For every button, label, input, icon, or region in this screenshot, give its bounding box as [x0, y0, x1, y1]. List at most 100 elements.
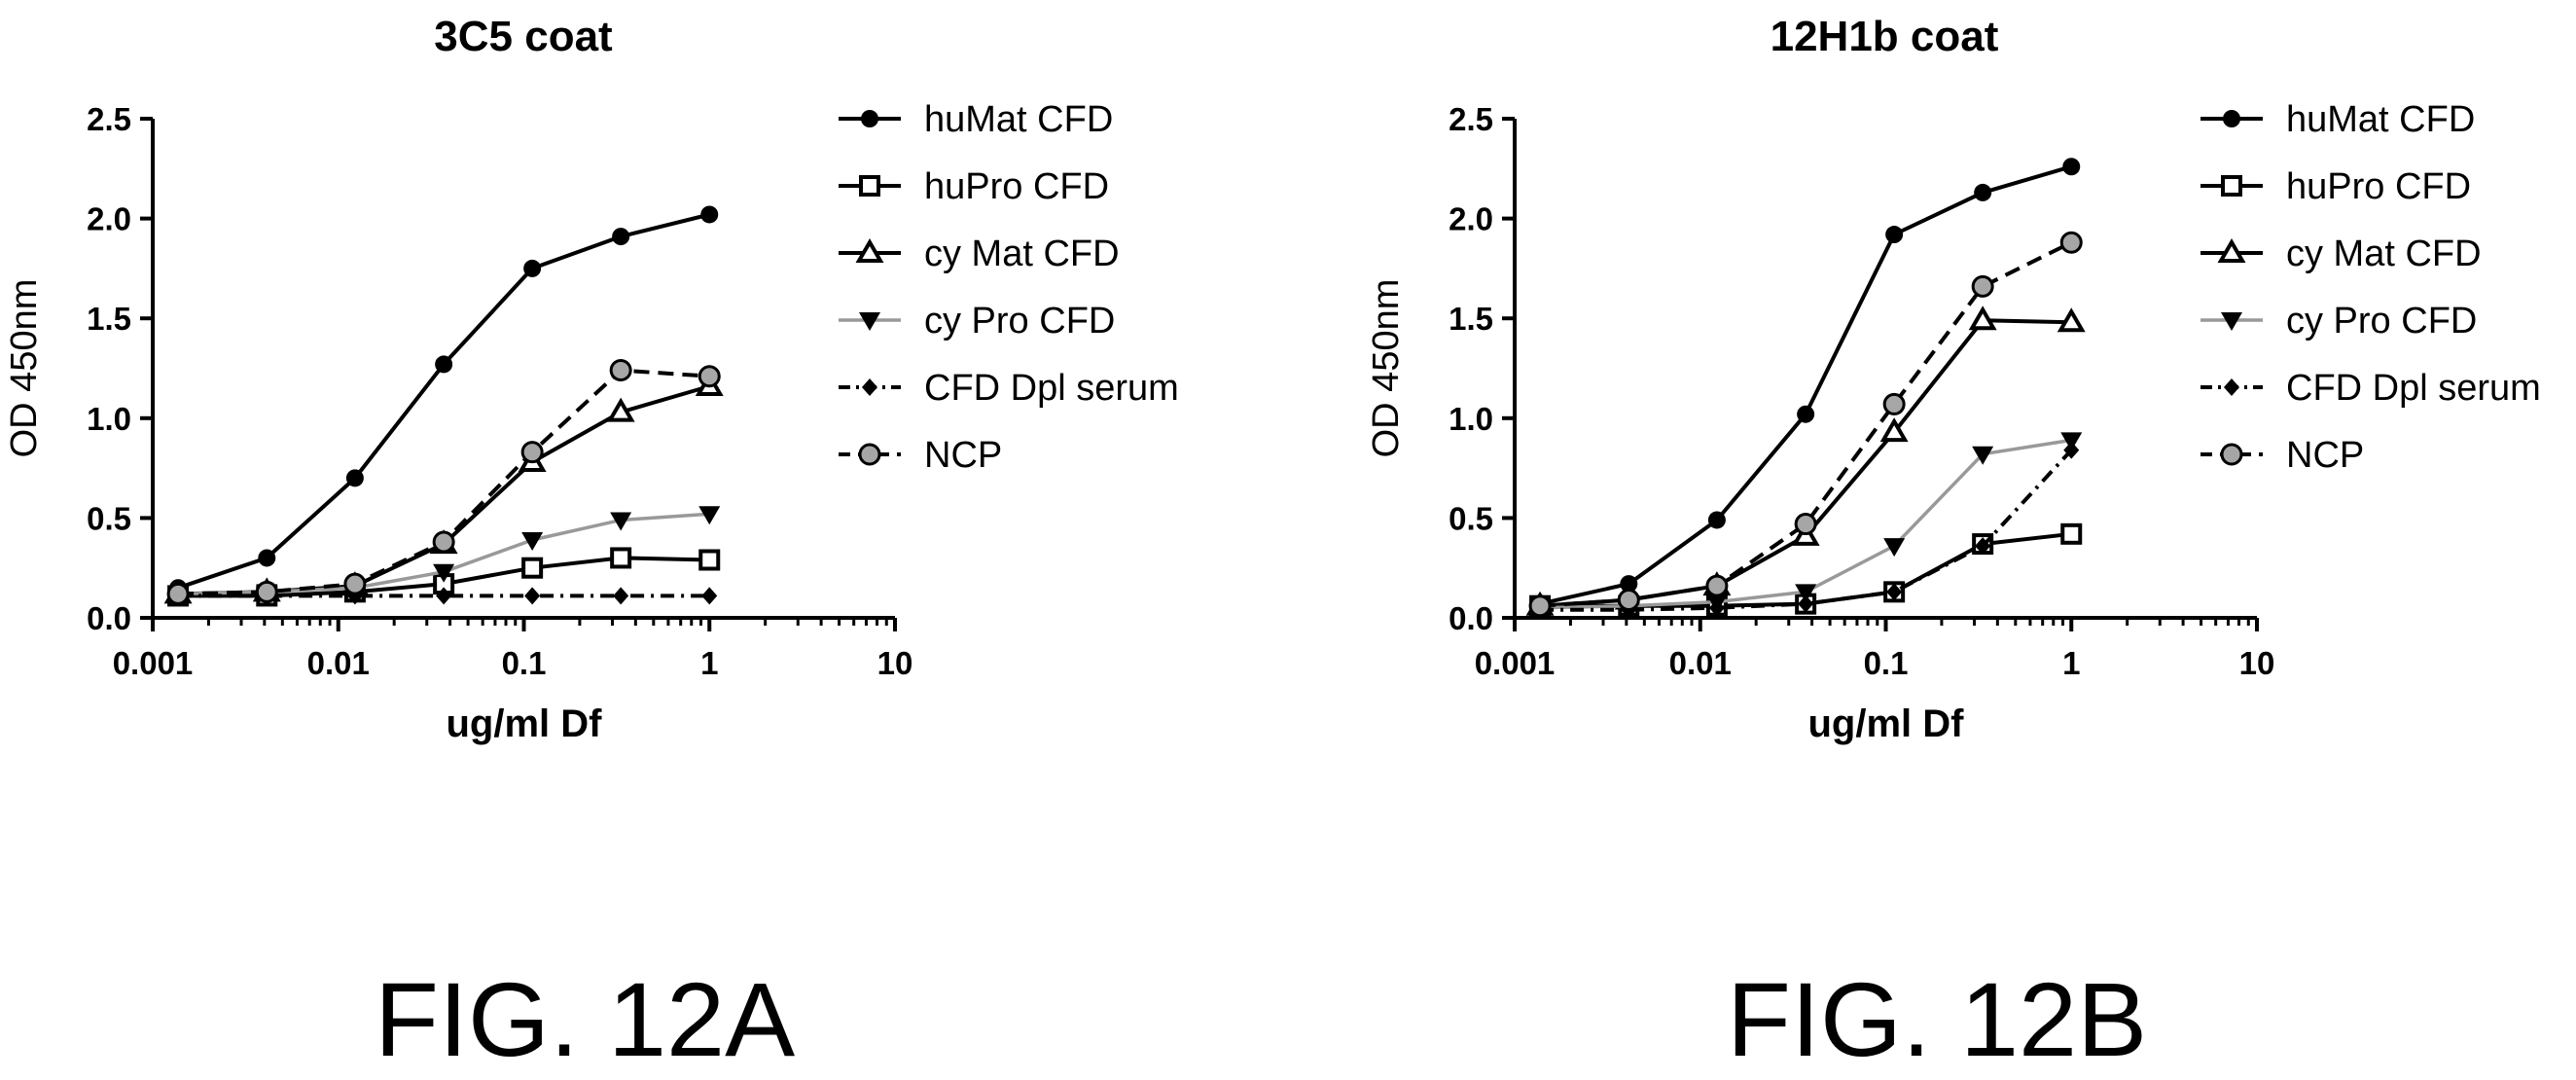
legend-marker — [861, 110, 878, 127]
data-point — [1620, 575, 1638, 594]
data-point — [1968, 306, 1997, 331]
legend-marker — [862, 378, 877, 396]
data-point — [1795, 584, 1817, 603]
y-tick-label: 1.0 — [1449, 401, 1493, 437]
legend-item: cy Mat CFD — [839, 234, 1120, 274]
chart-title: 12H1b coat — [1771, 13, 1999, 60]
legend-item: huMat CFD — [2200, 99, 2475, 140]
data-point — [2063, 441, 2080, 459]
y-axis-label: OD 450nm — [1366, 279, 1407, 458]
legend-marker — [2217, 238, 2246, 263]
legend-marker — [855, 238, 884, 263]
legend-label: huPro CFD — [2286, 166, 2471, 207]
chart-title: 3C5 coat — [434, 13, 613, 60]
legend-item: cy Pro CFD — [839, 301, 1115, 342]
data-point — [1886, 583, 1903, 601]
figure-label-b: FIG. 12B — [1727, 960, 2148, 1078]
data-point — [433, 563, 455, 583]
y-tick-label: 1.5 — [87, 301, 131, 337]
legend-marker — [2221, 175, 2242, 197]
legend-item: CFD Dpl serum — [2200, 368, 2541, 409]
y-tick-label: 2.5 — [1449, 101, 1493, 137]
legend-marker — [859, 175, 880, 197]
legend-item: cy Mat CFD — [2200, 234, 2482, 274]
data-point — [1798, 594, 1814, 613]
x-tick-label: 0.1 — [1864, 645, 1909, 681]
y-tick-label: 2.0 — [87, 201, 131, 237]
legend-marker — [859, 312, 880, 331]
legend-item: cy Pro CFD — [2200, 301, 2477, 342]
series-line — [1539, 318, 2072, 608]
x-tick-label: 0.01 — [307, 645, 370, 681]
legend-label: huMat CFD — [924, 99, 1113, 140]
x-tick-label: 10 — [2239, 645, 2275, 681]
data-point — [1707, 511, 1726, 529]
legend-label: NCP — [2286, 435, 2364, 476]
data-point — [1882, 392, 1906, 415]
data-point — [1797, 405, 1815, 423]
data-point — [2062, 158, 2081, 176]
data-point — [1975, 537, 1991, 556]
legend-label: NCP — [924, 435, 1002, 476]
series-5 — [166, 359, 721, 605]
data-point — [1794, 513, 1817, 536]
data-point — [2057, 307, 2086, 333]
data-point — [698, 506, 721, 525]
legend-label: CFD Dpl serum — [924, 368, 1179, 409]
legend-label: huPro CFD — [924, 166, 1109, 207]
y-tick-label: 0.0 — [87, 600, 131, 636]
data-point — [255, 580, 278, 603]
series-2 — [1525, 306, 2086, 616]
data-point — [523, 259, 542, 277]
data-point — [610, 547, 632, 569]
y-tick-label: 0.5 — [87, 500, 131, 536]
x-tick-label: 0.1 — [502, 645, 547, 681]
data-point — [1971, 274, 1994, 298]
data-point — [606, 397, 635, 422]
y-tick-label: 2.5 — [87, 101, 131, 137]
y-tick-label: 0.5 — [1449, 500, 1493, 536]
data-point — [613, 587, 629, 605]
data-point — [1972, 446, 1994, 465]
data-point — [524, 587, 541, 605]
data-point — [432, 530, 455, 554]
data-point — [1617, 589, 1640, 612]
legend-item: huPro CFD — [839, 166, 1109, 207]
chart-a: 3C5 coat 0.0 0.5 1.0 1.5 2.0 2.5 0.001 0.01 0.1 1 1… — [4, 13, 1179, 745]
x-tick-label: 0.001 — [1475, 645, 1556, 681]
data-point — [609, 359, 632, 382]
data-point — [1883, 538, 1906, 558]
chart-b: 12H1b coat 0.0 0.5 1.0 1.5 2.0 2.5 0.001 0.01 0.1… — [1366, 13, 2541, 745]
data-point — [435, 355, 453, 374]
legend-marker — [858, 443, 881, 466]
x-tick-label: 1 — [2062, 645, 2080, 681]
x-tick-label: 10 — [877, 645, 913, 681]
legend-marker — [2220, 443, 2243, 466]
legend-item: CFD Dpl serum — [839, 368, 1179, 409]
data-point — [1885, 226, 1904, 244]
data-point — [2059, 231, 2083, 254]
series-5 — [1528, 231, 2083, 618]
legend-marker — [2224, 378, 2239, 396]
data-point — [166, 582, 190, 605]
data-point — [700, 205, 719, 224]
data-point — [343, 572, 367, 595]
legend-label: cy Pro CFD — [924, 301, 1115, 342]
data-point — [1528, 594, 1552, 618]
data-point — [1974, 183, 1992, 201]
legend-marker — [2221, 312, 2242, 331]
x-tick-label: 1 — [700, 645, 718, 681]
data-point — [520, 441, 544, 464]
data-point — [436, 587, 452, 605]
y-tick-label: 1.0 — [87, 401, 131, 437]
legend-label: cy Mat CFD — [924, 234, 1120, 274]
data-point — [1705, 574, 1729, 597]
data-point — [610, 512, 632, 531]
legend-label: cy Pro CFD — [2286, 301, 2477, 342]
data-point — [1708, 598, 1725, 617]
y-tick-label: 0.0 — [1449, 600, 1493, 636]
x-tick-label: 0.01 — [1669, 645, 1732, 681]
legend-label: cy Mat CFD — [2286, 234, 2482, 274]
data-point — [698, 549, 721, 571]
